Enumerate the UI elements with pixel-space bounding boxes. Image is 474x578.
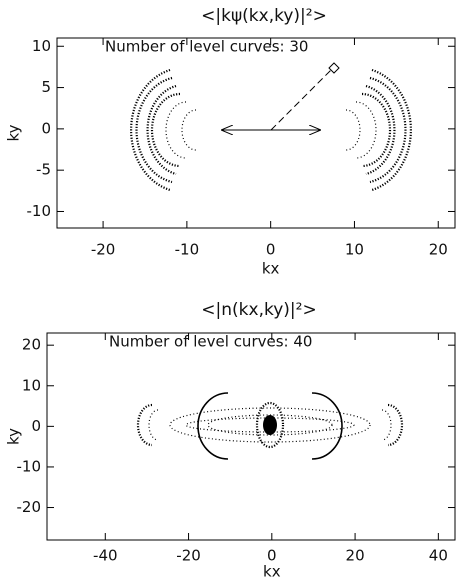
contour (311, 392, 343, 460)
contour (181, 109, 197, 151)
contour (169, 407, 371, 443)
x-axis-label: kx (263, 563, 281, 578)
contour (150, 92, 181, 168)
y-tick-label: 10 (32, 37, 51, 55)
contour (148, 409, 159, 441)
y-tick-label: -5 (36, 161, 51, 179)
x-tick-label: -10 (175, 241, 200, 259)
x-tick-label: 0 (267, 547, 277, 565)
x-tick-label: 0 (266, 241, 276, 259)
x-tick-label: 20 (346, 547, 365, 565)
contour (361, 92, 392, 168)
x-tick-label: 40 (429, 547, 448, 565)
chart-title: <|kψ(kx,ky)|²> (201, 6, 327, 26)
y-axis-label: ky (5, 124, 23, 141)
contour (355, 101, 377, 159)
annotation: Number of level curves: 30 (105, 38, 308, 56)
contour (371, 68, 412, 192)
diamond (328, 62, 340, 74)
annotation: Number of level curves: 40 (109, 333, 312, 351)
y-tick-label: 0 (41, 119, 51, 137)
y-tick-label: -10 (17, 457, 42, 475)
y-tick-label: -20 (17, 498, 42, 516)
panel-1-contours (130, 62, 412, 192)
x-tick-label: 10 (345, 241, 364, 259)
chart-title: <|n(kx,ky)|²> (201, 300, 316, 320)
contour (130, 68, 171, 192)
dashed-line (270, 69, 332, 131)
x-tick-label: 20 (429, 241, 448, 259)
y-tick-label: 0 (31, 417, 41, 435)
contour (146, 84, 177, 176)
contour (263, 415, 277, 435)
y-tick-label: 10 (22, 376, 41, 394)
y-tick-label: 20 (22, 336, 41, 354)
y-axis-label: ky (5, 428, 23, 445)
panel-2-contours (136, 392, 404, 460)
x-tick-label: -20 (176, 547, 201, 565)
contour (381, 409, 392, 441)
contour (255, 401, 285, 449)
contour (365, 84, 396, 176)
plot-frame (46, 332, 456, 541)
contour (197, 392, 229, 460)
contour (387, 403, 404, 447)
contour (345, 109, 361, 151)
y-tick-label: 5 (41, 78, 51, 96)
contour (369, 76, 407, 184)
x-axis-label: kx (262, 260, 280, 278)
y-tick-label: -10 (27, 202, 52, 220)
plot-frame (56, 37, 456, 229)
x-tick-label: -40 (93, 547, 118, 565)
x-tick-label: -20 (91, 241, 116, 259)
contour (207, 414, 333, 436)
contour (136, 403, 153, 447)
contour (135, 76, 173, 184)
contour (165, 101, 187, 159)
